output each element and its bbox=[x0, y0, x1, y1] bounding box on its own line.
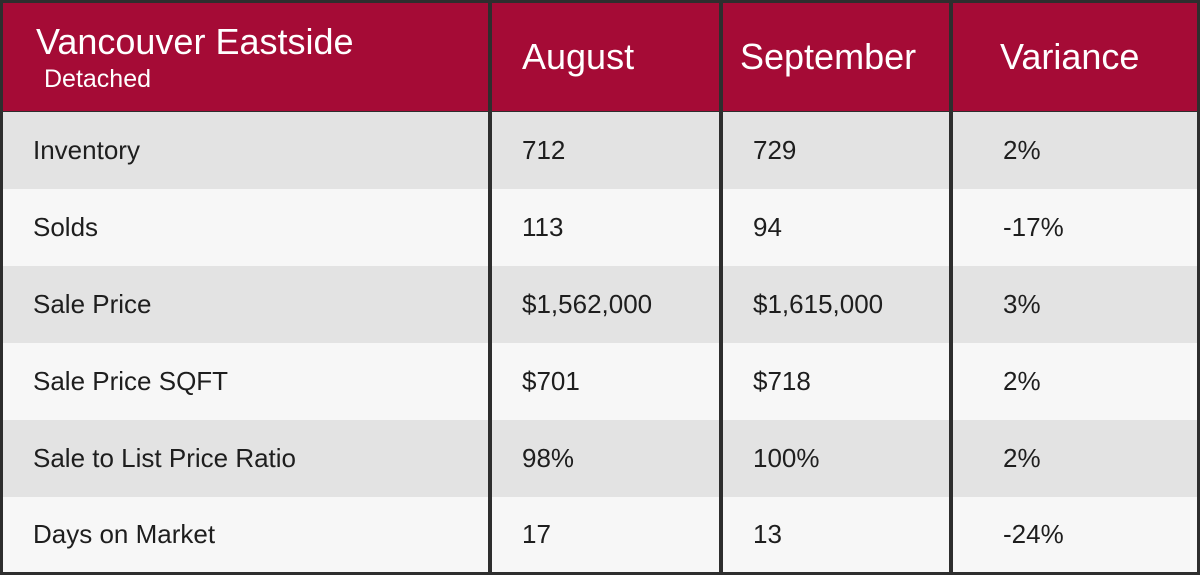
row-label: Sale Price bbox=[3, 266, 488, 343]
table-cell: 98% bbox=[492, 420, 719, 497]
table-cell: $701 bbox=[492, 343, 719, 420]
table-cell: 113 bbox=[492, 189, 719, 266]
table-cell: $718 bbox=[723, 343, 949, 420]
table-cell: 17 bbox=[492, 497, 719, 572]
table-cell: $1,562,000 bbox=[492, 266, 719, 343]
row-label: Inventory bbox=[3, 112, 488, 189]
table-subtitle: Detached bbox=[44, 64, 152, 93]
table-cell: 712 bbox=[492, 112, 719, 189]
column-header: September bbox=[723, 3, 949, 111]
table-title: Vancouver Eastside bbox=[36, 20, 354, 62]
table-cell: -24% bbox=[953, 497, 1197, 572]
table-cell: 2% bbox=[953, 112, 1197, 189]
row-label: Sale to List Price Ratio bbox=[3, 420, 488, 497]
column-header: Variance bbox=[953, 3, 1197, 111]
table-cell: -17% bbox=[953, 189, 1197, 266]
column-header: August bbox=[492, 3, 719, 111]
table-cell: 13 bbox=[723, 497, 949, 572]
table-cell: 3% bbox=[953, 266, 1197, 343]
row-label: Days on Market bbox=[3, 497, 488, 572]
header-title-cell: Vancouver Eastside Detached bbox=[3, 3, 488, 111]
table-cell: $1,615,000 bbox=[723, 266, 949, 343]
table-cell: 729 bbox=[723, 112, 949, 189]
row-label: Sale Price SQFT bbox=[3, 343, 488, 420]
table-cell: 2% bbox=[953, 343, 1197, 420]
table-cell: 2% bbox=[953, 420, 1197, 497]
table-cell: 94 bbox=[723, 189, 949, 266]
row-label: Solds bbox=[3, 189, 488, 266]
table-cell: 100% bbox=[723, 420, 949, 497]
